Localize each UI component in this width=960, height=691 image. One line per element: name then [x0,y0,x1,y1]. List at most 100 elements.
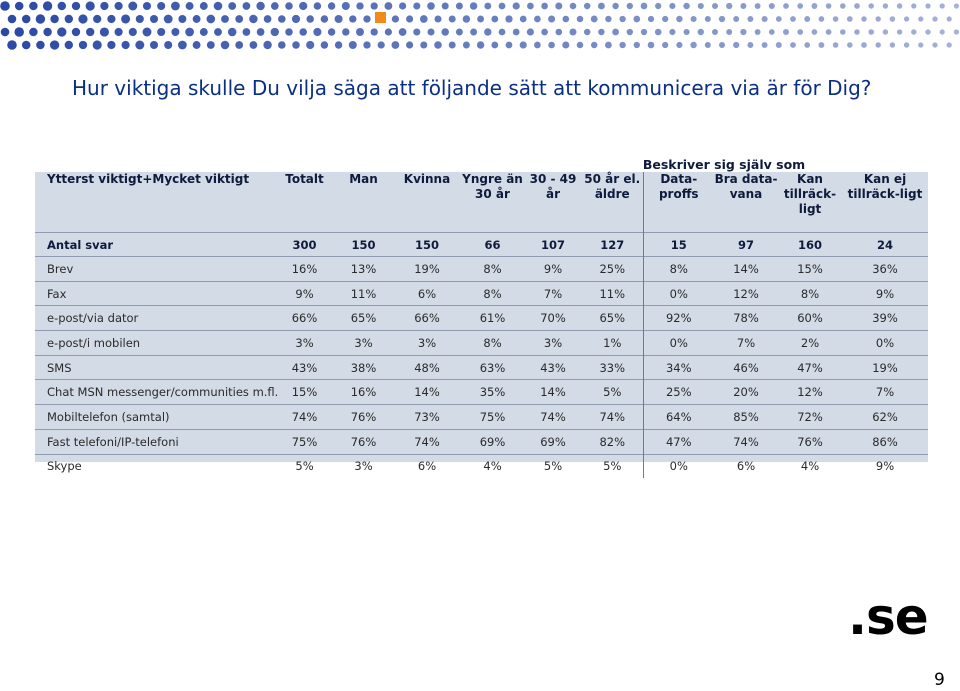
count-label: Antal svar [35,232,275,257]
dot-mark [470,28,478,36]
dot-mark [640,2,648,10]
count-cell: 15 [642,232,714,257]
dot-mark [491,41,499,49]
dot-mark [640,28,648,36]
dot-mark [925,3,931,9]
dot-mark [761,42,768,48]
dot-mark [199,2,208,10]
dot-mark [441,2,449,10]
dot-mark [270,27,279,37]
dot-mark [889,42,896,48]
dot-mark [804,16,811,22]
value-cell: 6% [393,453,461,479]
dot-mark [42,1,53,11]
header-row: Ytterst viktigt+Mycket viktigt Totalt Ma… [35,172,928,233]
value-cell: 8% [461,256,524,282]
dot-mark [818,42,825,48]
results-table: Ytterst viktigt+Mycket viktigt Totalt Ma… [35,172,928,479]
value-cell: 74% [275,404,334,430]
value-cell: 76% [334,404,393,430]
dot-mark [363,41,371,49]
dot-mark [36,40,45,50]
value-cell: 65% [334,305,393,331]
value-cell: 7% [842,379,928,405]
dot-mark [775,41,782,49]
dot-mark [768,29,775,35]
dot-mark [655,2,662,10]
value-cell: 25% [642,379,714,405]
dot-mark [384,2,393,10]
dot-mark [825,3,832,9]
value-cell: 12% [778,379,842,405]
dot-mark [633,15,641,23]
value-cell: 15% [778,256,842,282]
dot-mark [57,27,67,37]
dot-mark [783,3,789,9]
dot-mark [818,16,825,22]
column-header: Kan tillräck-ligt [783,172,837,216]
dot-mark [278,41,286,49]
dot-mark [43,27,52,37]
value-cell: 3% [334,330,393,356]
dot-mark [462,41,470,49]
value-cell: 43% [275,354,334,380]
dot-mark [256,28,265,36]
dot-mark [605,15,612,23]
dot-mark [142,27,152,37]
dot-mark [555,28,563,36]
dot-mark [939,29,945,35]
column-header: Yngre än 30 år [462,172,523,201]
dot-mark [78,14,88,24]
count-cell: 300 [275,232,334,257]
value-cell: 19% [393,256,461,282]
dot-mark [107,14,116,24]
dot-mark [541,2,548,10]
value-cell: 6% [393,280,461,306]
dot-mark [263,40,272,50]
dot-mark [149,14,159,24]
dot-mark [604,41,612,49]
dot-mark [840,3,846,9]
column-header: Data-proffs [642,172,714,233]
value-cell: 1% [582,330,643,356]
dot-mark [647,15,655,23]
count-cell: 24 [842,232,928,257]
value-cell: 69% [524,428,582,454]
table-row: Brev 16% 13% 19% 8% 9% 25% 8% 14% 15% 36% [35,256,928,282]
dot-mark [733,41,740,49]
value-cell: 25% [582,256,643,282]
dot-mark [576,15,584,23]
dot-mark [356,2,364,10]
dot-mark [690,15,697,23]
table-row: Skype 5% 3% 6% 4% 5% 5% 0% 6% 4% 9% [35,453,928,479]
value-cell: 47% [778,354,842,380]
value-cell: 5% [582,379,643,405]
dot-mark [114,1,123,11]
dot-mark [534,15,541,23]
dot-mark [285,2,293,10]
dot-mark [135,14,144,24]
count-cell: 150 [393,232,461,257]
count-cell: 107 [524,232,582,257]
value-cell: 14% [393,379,461,405]
dot-mark [178,40,187,50]
row-label: Fax [35,280,275,306]
dot-mark [406,15,414,23]
row-label: SMS [35,354,275,380]
dot-mark [128,27,137,37]
count-row: Antal svar 300 150 150 66 107 127 15 97 … [35,232,928,257]
row-label: Brev [35,256,275,282]
value-cell: 16% [334,379,393,405]
dot-mark [342,28,350,36]
dot-mark [0,27,10,37]
dot-mark [797,3,804,9]
value-cell: 5% [524,453,582,479]
value-cell: 9% [842,453,928,479]
value-cell: 11% [334,280,393,306]
value-cell: 8% [461,280,524,306]
dot-mark [448,41,456,49]
dot-mark [57,1,67,11]
dot-mark [370,28,378,36]
row-label: e-post/via dator [35,305,275,331]
dot-mark [78,40,88,50]
